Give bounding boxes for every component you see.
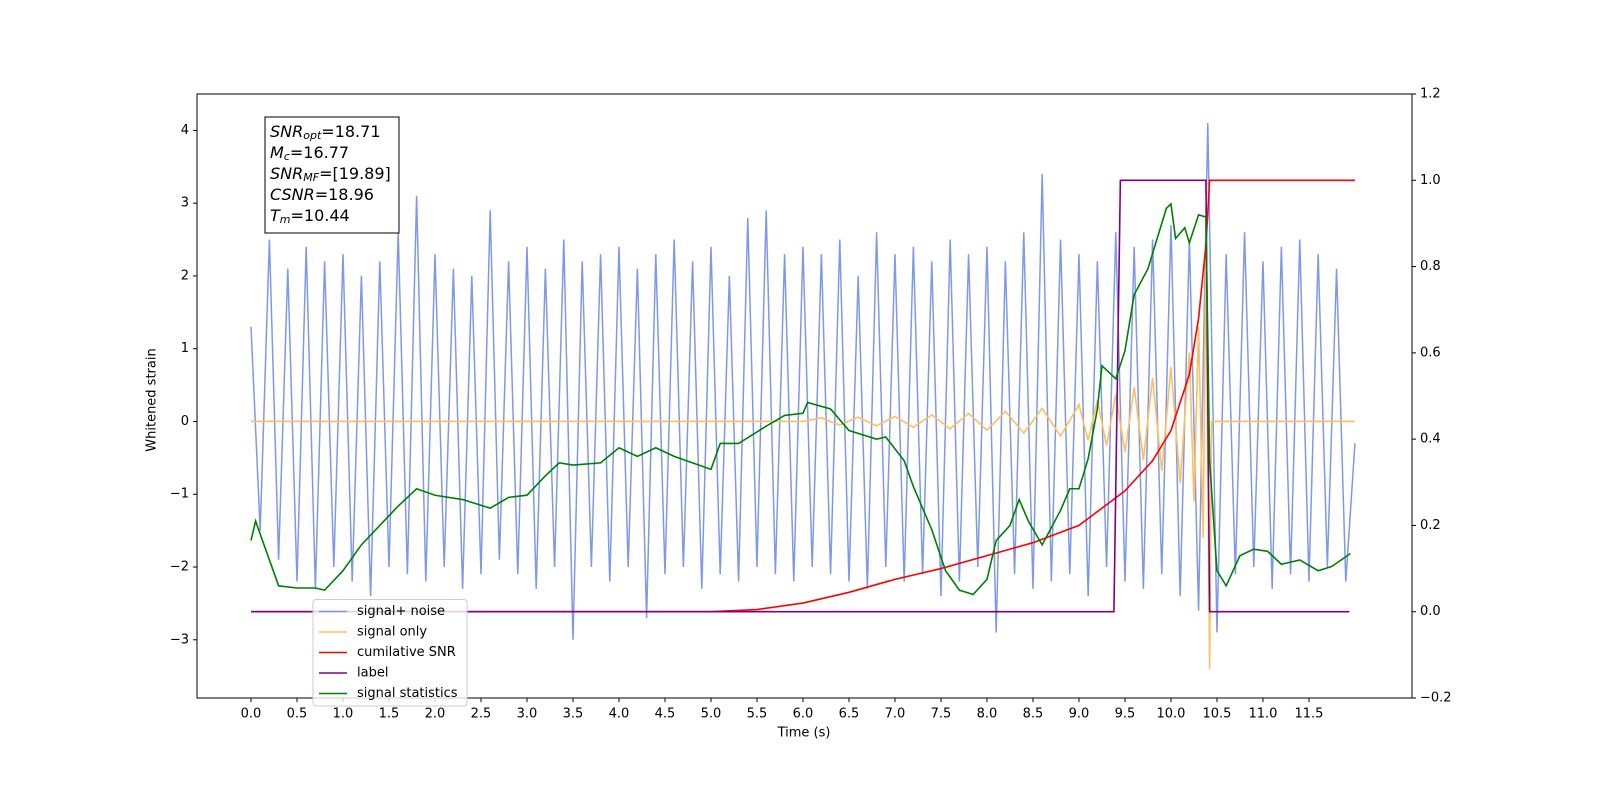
annotation-rest: =18.96 bbox=[315, 185, 374, 204]
legend-frame bbox=[312, 599, 468, 707]
x-tick-label: 8.5 bbox=[1023, 707, 1044, 722]
y2-tick-label: 1.0 bbox=[1420, 173, 1441, 188]
x-tick-label: 1.5 bbox=[379, 707, 400, 722]
y-tick-label: 2 bbox=[181, 268, 189, 283]
x-tick-label: 10.5 bbox=[1202, 707, 1231, 722]
x-tick-label: 11.5 bbox=[1294, 707, 1323, 722]
annotation-main: CSNR bbox=[270, 185, 315, 204]
legend-label: signal+ noise bbox=[357, 604, 445, 619]
y2-tick-label: −0.2 bbox=[1420, 691, 1452, 706]
x-tick-label: 10.0 bbox=[1156, 707, 1185, 722]
annotation-main: T bbox=[270, 206, 281, 225]
x-tick-label: 3.0 bbox=[517, 707, 538, 722]
x-tick-label: 1.0 bbox=[333, 707, 354, 722]
legend-label: signal statistics bbox=[357, 686, 458, 701]
annotation-rest: =16.77 bbox=[290, 143, 349, 162]
y2-tick-label: 1.2 bbox=[1420, 87, 1441, 102]
annotation-main: SNR bbox=[270, 164, 303, 183]
series-line bbox=[251, 179, 1350, 613]
annotation-rest: =10.44 bbox=[291, 206, 350, 225]
annotation-rest: =[19.89] bbox=[319, 164, 391, 183]
annotation: Mc=16.77 bbox=[270, 143, 349, 164]
x-tick-label: 2.5 bbox=[471, 707, 492, 722]
x-tick-label: 7.5 bbox=[931, 707, 952, 722]
annotation-sub: opt bbox=[303, 129, 322, 142]
x-tick-label: 7.0 bbox=[885, 707, 906, 722]
y2-tick-label: 0.2 bbox=[1420, 518, 1441, 533]
series-line bbox=[250, 123, 1356, 640]
annotation-sub: c bbox=[284, 150, 290, 163]
x-tick-label: 4.0 bbox=[609, 707, 630, 722]
legend: signal+ noise signal only cumilative SNR la… bbox=[312, 599, 468, 707]
x-tick-label: 5.5 bbox=[747, 707, 768, 722]
x-tick-label: 5.0 bbox=[701, 707, 722, 722]
annotation: SNRMF=[19.89] bbox=[270, 164, 391, 185]
y2-tick-label: 0.8 bbox=[1420, 259, 1441, 274]
y2-tick-label: 0.0 bbox=[1420, 604, 1441, 619]
y-axis-label: Whitened strain bbox=[145, 348, 160, 451]
legend-label: label bbox=[357, 666, 388, 681]
y2-tick-label: 0.6 bbox=[1420, 345, 1441, 360]
y-tick-label: −1 bbox=[170, 487, 189, 502]
annotation-box: SNRopt=18.71Mc=16.77SNRMF=[19.89]CSNR=18… bbox=[264, 116, 400, 234]
x-tick-label: 6.5 bbox=[839, 707, 860, 722]
x-tick-label: 9.0 bbox=[1069, 707, 1090, 722]
y-tick-label: −3 bbox=[170, 632, 189, 647]
x-tick-label: 9.5 bbox=[1115, 707, 1136, 722]
y-tick-label: −2 bbox=[170, 560, 189, 575]
y-tick-label: 3 bbox=[181, 196, 189, 211]
legend-label: signal only bbox=[357, 625, 427, 640]
x-tick-label: 8.0 bbox=[977, 707, 998, 722]
x-tick-label: 11.0 bbox=[1248, 707, 1277, 722]
axes-frame bbox=[196, 93, 1413, 699]
annotation-main: M bbox=[270, 143, 284, 162]
x-tick-label: 3.5 bbox=[563, 707, 584, 722]
annotation-frame bbox=[264, 116, 400, 234]
legend-label: cumilative SNR bbox=[357, 645, 456, 660]
x-tick-label: 6.0 bbox=[793, 707, 814, 722]
annotation-rest: =18.71 bbox=[321, 122, 380, 141]
annotation-sub: m bbox=[280, 213, 291, 226]
annotation: Tm=10.44 bbox=[270, 206, 350, 227]
y2-tick-label: 0.4 bbox=[1420, 432, 1441, 447]
x-tick-label: 0.5 bbox=[287, 707, 308, 722]
annotation: CSNR=18.96 bbox=[270, 185, 374, 204]
x-axis-label: Time (s) bbox=[777, 726, 831, 741]
y-tick-label: 1 bbox=[181, 341, 189, 356]
x-tick-label: 2.0 bbox=[425, 707, 446, 722]
plot-area bbox=[250, 123, 1356, 669]
y-tick-label: 0 bbox=[181, 414, 189, 429]
annotation-main: SNR bbox=[270, 122, 303, 141]
series-line bbox=[251, 254, 1355, 669]
annotation: SNRopt=18.71 bbox=[270, 122, 381, 143]
y-tick-label: 4 bbox=[181, 123, 189, 138]
series-line bbox=[250, 202, 1351, 596]
x-tick-label: 4.5 bbox=[655, 707, 676, 722]
x-tick-label: 0.0 bbox=[241, 707, 262, 722]
annotation-sub: MF bbox=[303, 171, 319, 184]
